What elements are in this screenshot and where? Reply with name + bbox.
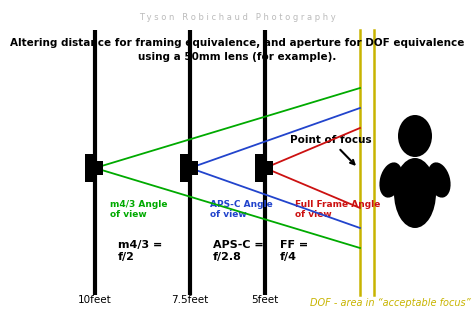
Bar bbox=[255, 154, 265, 182]
Text: DOF - area in “acceptable focus”: DOF - area in “acceptable focus” bbox=[310, 298, 471, 308]
Bar bbox=[85, 154, 95, 182]
Bar bbox=[190, 161, 198, 175]
Bar bbox=[265, 161, 273, 175]
Text: 10feet: 10feet bbox=[78, 295, 112, 305]
Text: 7.5feet: 7.5feet bbox=[172, 295, 209, 305]
Bar bbox=[180, 154, 190, 182]
Text: Full Frame Angle
of view: Full Frame Angle of view bbox=[295, 200, 380, 219]
Text: Point of focus: Point of focus bbox=[290, 135, 372, 164]
Text: APS-C =
f/2.8: APS-C = f/2.8 bbox=[213, 240, 264, 262]
Text: APS-C Angle
of view: APS-C Angle of view bbox=[210, 200, 273, 219]
Text: 5feet: 5feet bbox=[251, 295, 279, 305]
Text: m4/3 Angle
of view: m4/3 Angle of view bbox=[110, 200, 167, 219]
Text: Altering distance for framing equivalence, and aperture for DOF equivalence
usin: Altering distance for framing equivalenc… bbox=[10, 38, 464, 62]
Bar bbox=[95, 161, 103, 175]
Ellipse shape bbox=[428, 162, 451, 198]
Ellipse shape bbox=[394, 158, 436, 228]
Ellipse shape bbox=[379, 162, 402, 198]
Ellipse shape bbox=[398, 115, 432, 157]
Text: m4/3 =
f/2: m4/3 = f/2 bbox=[118, 240, 162, 262]
Text: FF =
f/4: FF = f/4 bbox=[280, 240, 308, 262]
Text: T y s o n   R o b i c h a u d   P h o t o g r a p h y: T y s o n R o b i c h a u d P h o t o g … bbox=[138, 14, 336, 22]
